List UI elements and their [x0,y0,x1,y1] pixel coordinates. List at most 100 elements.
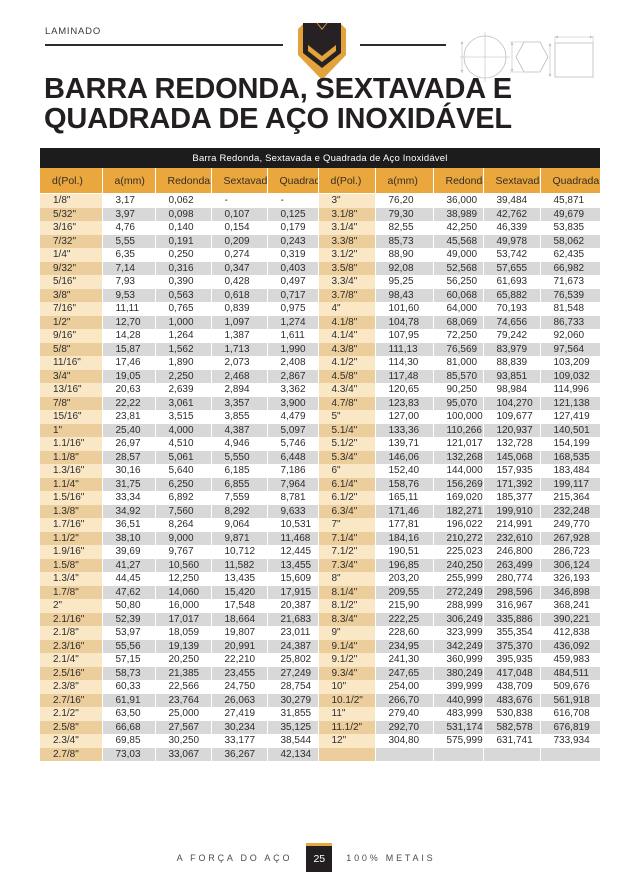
table-cell: 7,186 [266,464,318,478]
table-cell: 3.1/4" [317,221,375,235]
table-cell: 36,267 [210,747,267,761]
table-row: 2.5/16" 58,73 21,385 23,455 27,249 9.3/4" 247,… [40,666,600,680]
page-title-line2: QUADRADA DE AÇO INOXIDÁVEL [44,103,512,135]
table-cell: 12,250 [154,572,211,586]
table-cell: 92,08 [374,261,433,275]
table-cell: 74,656 [482,315,540,329]
table-cell: 15,420 [210,585,267,599]
table-cell: 33,177 [210,734,267,748]
table-cell: 168,535 [539,450,600,464]
table-row: 13/16" 20,63 2,639 2,894 3,362 4.3/4" 120,65 90… [40,383,600,397]
table-cell: 109,677 [482,410,540,424]
table-cell: 298,596 [482,585,540,599]
table-row: 15/16" 23,81 3,515 3,855 4,479 5" 127,00 100,00… [40,410,600,424]
table-cell: 3/8" [40,288,102,302]
category-label: LAMINADO [45,26,102,37]
table-row: 2.1/8" 53,97 18,059 19,807 23,011 9" 228,60 323… [40,626,600,640]
table-cell: 3.3/8" [317,234,375,248]
table-cell: 0,403 [266,261,318,275]
table-cell: 0,975 [266,302,318,316]
table-cell: 8,264 [154,518,211,532]
table-cell: 81,548 [539,302,600,316]
table-cell: 17,548 [210,599,267,613]
table-cell: 14,060 [154,585,211,599]
table-row: 2.1/2" 63,50 25,000 27,419 31,855 11" 279,40 48… [40,707,600,721]
table-cell: 199,117 [539,477,600,491]
table-cell: 6.3/4" [317,504,375,518]
table-cell: 127,00 [374,410,433,424]
table-cell: 5,550 [210,450,267,464]
table-cell: 5,746 [266,437,318,451]
table-cell: 3,17 [101,193,155,208]
table-cell: 4.1/2" [317,356,375,370]
column-header: Redonda [432,168,483,194]
table-cell: 360,999 [432,653,483,667]
table-cell: 1/8" [40,193,102,208]
table-header-row: d(Pol.)a(mm)RedondaSextavadaQuadradad(Po… [40,168,600,194]
table-cell: 355,354 [482,626,540,640]
table-cell: 9,53 [101,288,155,302]
table-cell: 3,061 [154,396,211,410]
table-cell: 3,362 [266,383,318,397]
table-row: 5/16" 7,93 0,390 0,428 0,497 3.3/4" 95,25 56,25… [40,275,600,289]
table-cell: 3/16" [40,221,102,235]
table-caption: Barra Redonda, Sextavada e Quadrada de A… [40,148,600,168]
table-cell: 4,76 [101,221,155,235]
table-cell: 53,742 [482,248,540,262]
table-cell: 215,90 [374,599,433,613]
table-cell: 255,999 [432,572,483,586]
table-cell: 36,000 [432,193,483,208]
table-cell: 0,563 [154,288,211,302]
table-cell: 2.5/8" [40,720,102,734]
table-cell: 2,073 [210,356,267,370]
table-cell: 240,250 [432,558,483,572]
table-cell: 34,92 [101,504,155,518]
table-cell: 101,60 [374,302,433,316]
table-cell: 20,250 [154,653,211,667]
table-cell: 2,867 [266,369,318,383]
table-cell: 22,210 [210,653,267,667]
table-cell: 169,020 [432,491,483,505]
table-cell: 92,060 [539,329,600,343]
column-header: Sextavada [482,168,540,194]
column-header: Quadrada [266,168,318,194]
table-cell: 0,062 [154,193,211,208]
table-cell: 4" [317,302,375,316]
table-cell: 27,249 [266,666,318,680]
table-cell: 0,839 [210,302,267,316]
table-cell: 36,51 [101,518,155,532]
table-cell: 13,435 [210,572,267,586]
table-cell: 3.1/8" [317,207,375,221]
column-header: Sextavada [210,168,267,194]
table-cell: 132,728 [482,437,540,451]
table-cell: 6.1/4" [317,477,375,491]
table-cell: 19,05 [101,369,155,383]
table-cell: 9/32" [40,261,102,275]
table-cell: 82,55 [374,221,433,235]
table-cell: 11/16" [40,356,102,370]
table-cell: 140,501 [539,423,600,437]
table-cell: 11" [317,707,375,721]
table-row: 2.7/16" 61,91 23,764 26,063 30,279 10.1/2" 266… [40,693,600,707]
table-cell: 154,199 [539,437,600,451]
table-cell: 199,910 [482,504,540,518]
table-cell: 27,419 [210,707,267,721]
table-cell: 23,011 [266,626,318,640]
table-cell: 61,91 [101,693,155,707]
table-cell: 733,934 [539,734,600,748]
table-cell: 0,497 [266,275,318,289]
table-cell: 0,765 [154,302,211,316]
table-cell: 11,11 [101,302,155,316]
table-cell: 44,45 [101,572,155,586]
table-cell: 531,174 [432,720,483,734]
table-cell: 90,250 [432,383,483,397]
table-cell: 5/32" [40,207,102,221]
table-cell: 185,377 [482,491,540,505]
table-cell: 23,455 [210,666,267,680]
table-cell: 2.1/16" [40,612,102,626]
table-cell: 66,982 [539,261,600,275]
table-cell: 100,000 [432,410,483,424]
table-cell: 11,468 [266,531,318,545]
table-cell: 3.7/8" [317,288,375,302]
table-cell: 232,248 [539,504,600,518]
